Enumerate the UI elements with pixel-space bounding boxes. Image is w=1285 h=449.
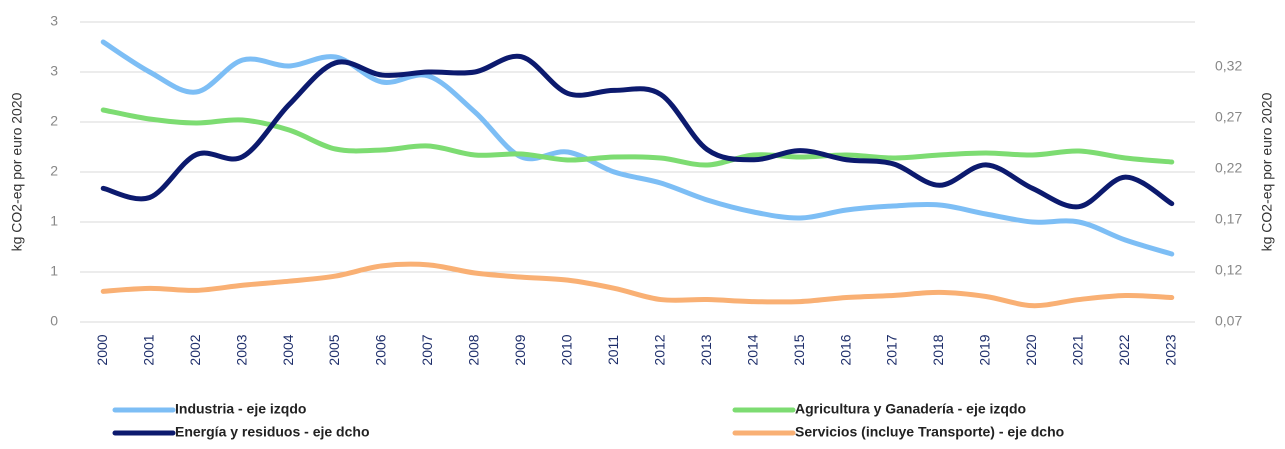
legend-label: Energía y residuos - eje dcho <box>175 424 370 440</box>
x-tick-label: 2010 <box>559 334 575 365</box>
legend-label: Agricultura y Ganadería - eje izqdo <box>795 401 1026 417</box>
series-line <box>100 261 1175 309</box>
legend-label: Servicios (incluye Transporte) - eje dch… <box>795 424 1064 440</box>
x-tick-label: 2007 <box>419 334 435 365</box>
x-tick-label: 2003 <box>233 334 249 365</box>
y2-tick-label: 0,12 <box>1215 262 1242 278</box>
x-tick-label: 2018 <box>930 334 946 365</box>
x-tick-label: 2017 <box>884 334 900 365</box>
y-tick-label: 2 <box>50 113 58 129</box>
x-tick-label: 2002 <box>187 334 203 365</box>
y2-tick-label: 0,17 <box>1215 211 1242 227</box>
x-tick-label: 2001 <box>140 334 156 365</box>
x-tick-label: 2019 <box>977 334 993 365</box>
x-tick-label: 2005 <box>326 334 342 365</box>
y-tick-label: 1 <box>50 263 58 279</box>
y-tick-label: 2 <box>50 163 58 179</box>
y2-tick-label: 0,32 <box>1215 58 1242 74</box>
y-tick-label: 1 <box>50 213 58 229</box>
x-tick-label: 2022 <box>1116 334 1132 365</box>
x-tick-label: 2014 <box>744 334 760 365</box>
x-tick-label: 2021 <box>1070 334 1086 365</box>
series-line <box>100 53 1175 210</box>
legend-label: Industria - eje izqdo <box>175 401 306 417</box>
series-line <box>100 107 1175 168</box>
y2-tick-label: 0,27 <box>1215 109 1242 125</box>
y-tick-label: 3 <box>50 63 58 79</box>
y2-axis-label: kg CO2-eq por euro 2020 <box>1259 92 1275 251</box>
y2-tick-label: 0,22 <box>1215 160 1242 176</box>
series-line <box>100 39 1175 257</box>
x-tick-label: 2016 <box>837 334 853 365</box>
x-tick-label: 2008 <box>466 334 482 365</box>
x-tick-label: 2011 <box>605 335 621 365</box>
x-tick-label: 2023 <box>1162 334 1178 365</box>
x-tick-label: 2015 <box>791 334 807 365</box>
x-tick-label: 2009 <box>512 334 528 365</box>
y-axis-label: kg CO2-eq por euro 2020 <box>9 92 25 251</box>
x-tick-label: 2012 <box>651 334 667 365</box>
x-tick-label: 2000 <box>94 334 110 365</box>
x-tick-label: 2013 <box>698 334 714 365</box>
x-tick-label: 2020 <box>1023 334 1039 365</box>
y-tick-label: 3 <box>50 13 58 29</box>
x-tick-label: 2004 <box>280 334 296 365</box>
y2-tick-label: 0,07 <box>1215 313 1242 329</box>
x-tick-label: 2006 <box>373 334 389 365</box>
y-tick-label: 0 <box>50 313 58 329</box>
